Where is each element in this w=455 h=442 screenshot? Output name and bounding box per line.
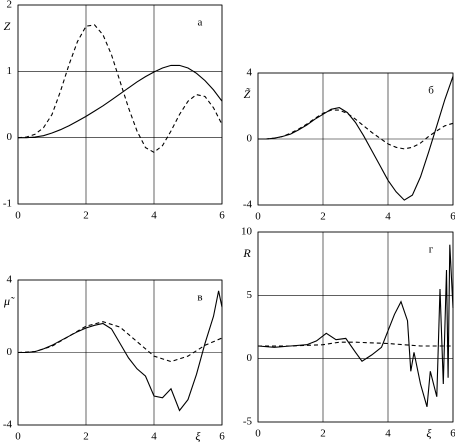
data-line — [258, 109, 454, 150]
x-tick-label: 0 — [15, 210, 21, 222]
x-tick-label: 6 — [219, 431, 225, 442]
data-line — [17, 321, 223, 363]
y-tick-label: 10 — [241, 226, 253, 238]
panel-label: а — [198, 17, 203, 29]
y-tick-label: 4 — [247, 67, 253, 79]
data-line — [17, 24, 223, 153]
panel-label: в — [197, 292, 202, 304]
y-tick-label: 4 — [7, 274, 13, 286]
x-tick-label: 2 — [83, 431, 89, 442]
x-tick-label: 4 — [151, 431, 157, 442]
x-tick-label: 0 — [15, 431, 21, 442]
y-axis-label: Z — [4, 19, 11, 33]
y-tick-label: 0 — [7, 131, 13, 143]
x-tick-label: 2 — [320, 428, 326, 440]
y-tick-label: 5 — [247, 289, 253, 301]
y-tick-label: -4 — [243, 199, 253, 211]
x-tick-label: 4 — [385, 428, 391, 440]
x-tick-label: 4 — [151, 210, 157, 222]
y-tick-label: 1 — [7, 65, 13, 77]
x-tick-label: 6 — [450, 428, 455, 440]
x-tick-label: 2 — [320, 211, 326, 223]
x-tick-label: 6 — [219, 210, 225, 222]
x-tick-label: 0 — [255, 428, 261, 440]
y-tick-label: -5 — [243, 416, 253, 428]
data-line — [258, 76, 454, 201]
panel-label: б — [428, 85, 434, 97]
x-axis-label: ξ — [195, 429, 201, 442]
y-tick-label: -1 — [3, 198, 12, 210]
data-line — [257, 244, 454, 407]
y-tick-label: 0 — [247, 133, 253, 145]
x-tick-label: 0 — [255, 211, 261, 223]
data-line — [18, 290, 223, 412]
y-tick-label: 0 — [247, 352, 253, 364]
x-tick-label: 4 — [385, 211, 391, 223]
x-tick-label: 2 — [83, 210, 89, 222]
y-tick-label: 0 — [7, 346, 13, 358]
panel-label: г — [429, 244, 434, 256]
y-tick-label: -4 — [3, 419, 13, 431]
y-axis-label: μ̃ — [3, 294, 15, 308]
data-line — [18, 64, 223, 139]
y-axis-label: R — [242, 246, 251, 260]
y-tick-label: 2 — [7, 0, 13, 11]
x-axis-label: ξ — [426, 426, 432, 440]
data-line — [258, 341, 453, 347]
y-axis-label: Z̃ — [244, 87, 251, 101]
plot-frame — [17, 4, 223, 205]
x-tick-label: 6 — [450, 211, 455, 223]
